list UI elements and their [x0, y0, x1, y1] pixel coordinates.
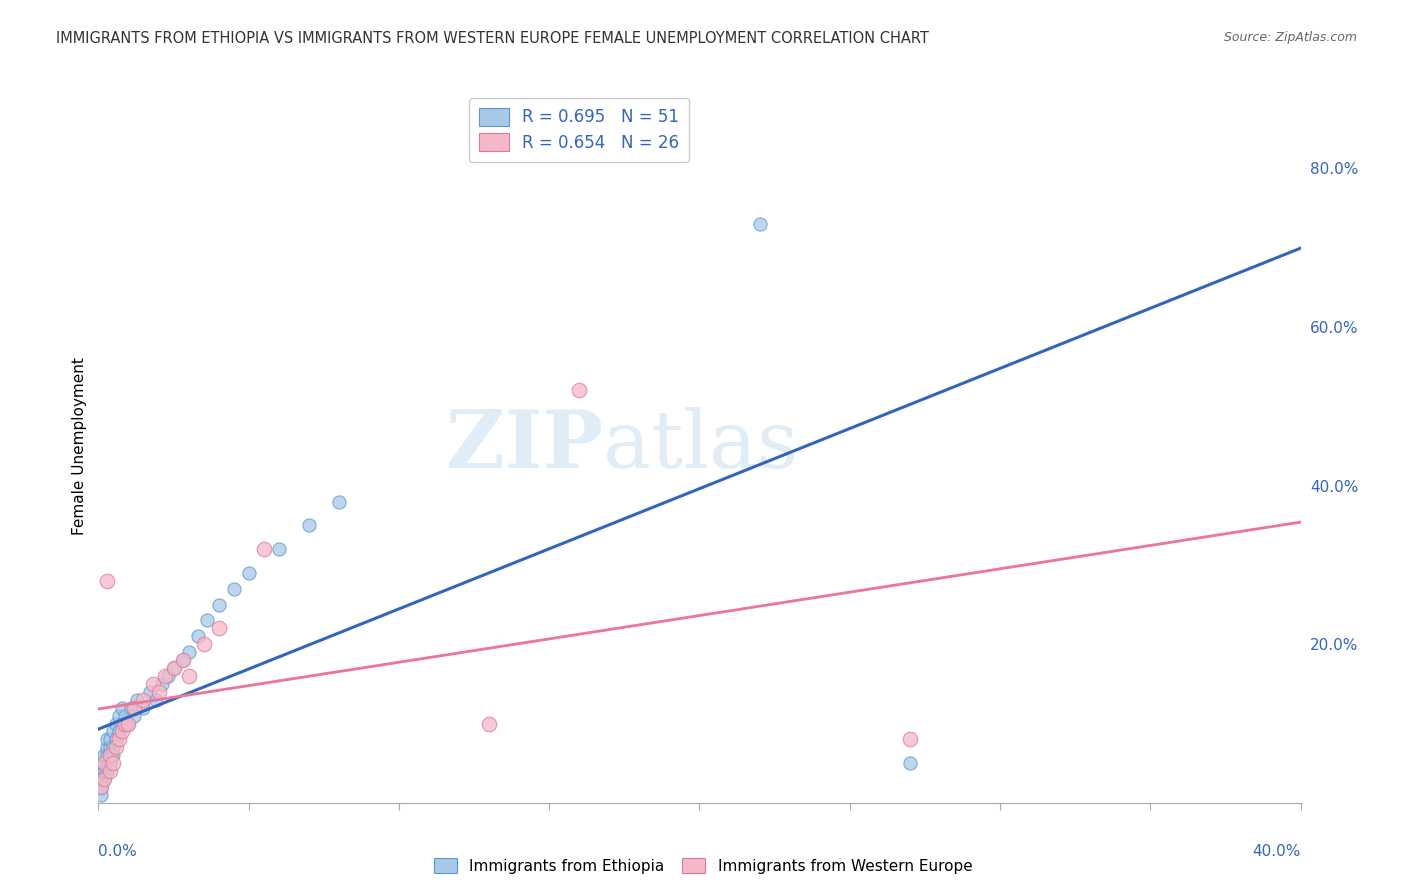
Point — [132, 700, 155, 714]
Point — [898, 756, 921, 771]
Legend: Immigrants from Ethiopia, Immigrants from Western Europe: Immigrants from Ethiopia, Immigrants fro… — [427, 852, 979, 880]
Point — [93, 756, 115, 771]
Point — [93, 772, 115, 786]
Point — [90, 780, 112, 794]
Point — [100, 764, 122, 778]
Text: IMMIGRANTS FROM ETHIOPIA VS IMMIGRANTS FROM WESTERN EUROPE FEMALE UNEMPLOYMENT C: IMMIGRANTS FROM ETHIOPIA VS IMMIGRANTS F… — [56, 31, 929, 46]
Point — [298, 518, 321, 533]
Point — [96, 756, 118, 771]
Point — [103, 724, 125, 739]
Text: ZIP: ZIP — [446, 407, 603, 485]
Point — [145, 692, 167, 706]
Legend: R = 0.695   N = 51, R = 0.654   N = 26: R = 0.695 N = 51, R = 0.654 N = 26 — [470, 97, 689, 161]
Text: 0.0%: 0.0% — [98, 845, 138, 859]
Point — [162, 661, 184, 675]
Point — [100, 756, 122, 771]
Point — [96, 574, 118, 588]
Point — [568, 384, 591, 398]
Point — [222, 582, 245, 596]
Point — [478, 716, 501, 731]
Point — [111, 700, 134, 714]
Point — [748, 217, 770, 231]
Point — [162, 661, 184, 675]
Point — [105, 740, 128, 755]
Point — [328, 494, 350, 508]
Point — [253, 542, 276, 557]
Point — [93, 756, 115, 771]
Point — [96, 748, 118, 763]
Point — [108, 732, 131, 747]
Point — [96, 740, 118, 755]
Point — [124, 708, 146, 723]
Text: atlas: atlas — [603, 407, 799, 485]
Point — [108, 708, 131, 723]
Point — [96, 764, 118, 778]
Point — [898, 732, 921, 747]
Point — [156, 669, 179, 683]
Point — [208, 598, 231, 612]
Point — [96, 732, 118, 747]
Point — [117, 716, 139, 731]
Point — [187, 629, 209, 643]
Point — [90, 788, 112, 802]
Point — [114, 716, 136, 731]
Point — [195, 614, 218, 628]
Point — [93, 748, 115, 763]
Point — [177, 669, 200, 683]
Text: 40.0%: 40.0% — [1253, 845, 1301, 859]
Point — [208, 621, 231, 635]
Point — [93, 756, 115, 771]
Point — [93, 772, 115, 786]
Point — [267, 542, 290, 557]
Point — [238, 566, 260, 580]
Point — [93, 764, 115, 778]
Point — [103, 748, 125, 763]
Point — [111, 724, 134, 739]
Point — [172, 653, 194, 667]
Point — [103, 740, 125, 755]
Point — [90, 780, 112, 794]
Point — [153, 669, 176, 683]
Point — [100, 740, 122, 755]
Point — [105, 732, 128, 747]
Point — [138, 685, 160, 699]
Point — [111, 716, 134, 731]
Point — [177, 645, 200, 659]
Point — [127, 692, 149, 706]
Point — [132, 692, 155, 706]
Point — [100, 748, 122, 763]
Point — [172, 653, 194, 667]
Point — [100, 748, 122, 763]
Point — [90, 772, 112, 786]
Point — [193, 637, 215, 651]
Point — [108, 724, 131, 739]
Point — [100, 732, 122, 747]
Point — [148, 685, 170, 699]
Point — [150, 677, 173, 691]
Text: Source: ZipAtlas.com: Source: ZipAtlas.com — [1223, 31, 1357, 45]
Point — [124, 700, 146, 714]
Point — [90, 780, 112, 794]
Y-axis label: Female Unemployment: Female Unemployment — [72, 357, 87, 535]
Point — [121, 700, 143, 714]
Point — [105, 716, 128, 731]
Point — [117, 716, 139, 731]
Point — [103, 756, 125, 771]
Point — [93, 764, 115, 778]
Point — [114, 708, 136, 723]
Point — [141, 677, 163, 691]
